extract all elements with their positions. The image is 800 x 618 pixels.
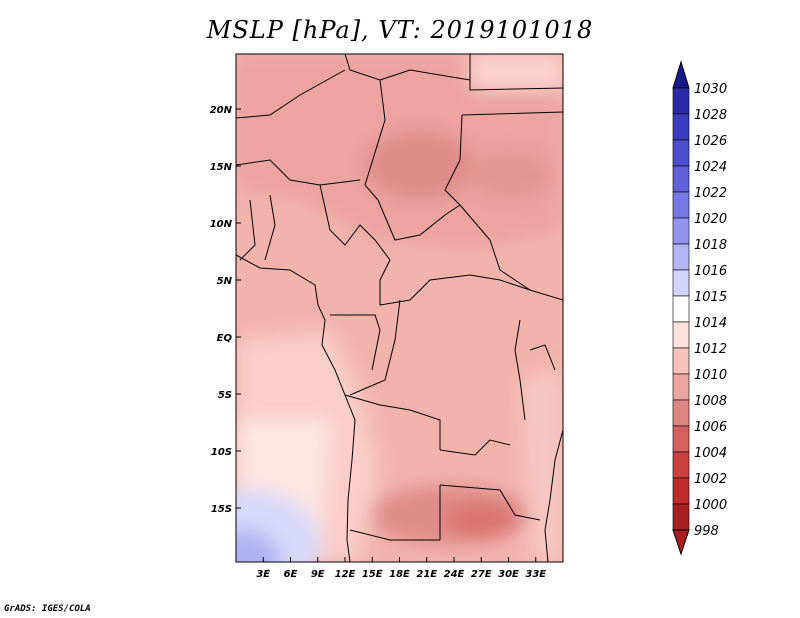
border-kenya [529,344,556,371]
y-tick-label: EQ [217,333,233,344]
credit-text: GrADS: IGES/COLA [4,604,91,614]
y-tick-label: 15S [211,504,232,515]
field-chad-low [365,130,475,200]
border-niger-chad [364,79,386,201]
field-high-core [236,530,280,562]
x-tick-label: 27E [471,569,492,580]
colorbar-label: 1030 [694,82,727,97]
x-tick-label: 15E [362,569,383,580]
border-zambia-drc [439,439,511,456]
colorbar-label: 1016 [694,264,727,279]
y-tick-label: 20N [210,105,233,116]
country-borders [236,54,563,541]
x-tick-label: 12E [335,569,356,580]
colorbar-swatch [672,477,690,505]
border-niger-south [236,159,361,186]
border-drc-east [514,319,526,421]
x-tick-label: 9E [311,569,325,580]
y-tick-label: 10N [210,219,233,230]
border-zambia-zimbabwe [439,484,541,521]
x-axis-ticks: 3E 6E 9E 12E 15E 18E 21E 24E 27E 30E 33E [256,557,546,580]
border-sudan-west [444,114,501,271]
field-sudan-low [465,150,555,200]
colorbar-label: 1028 [694,108,727,123]
x-tick-label: 33E [525,569,546,580]
colorbar-swatch [672,217,690,245]
colorbar-swatch [672,113,690,141]
colorbar-label: 1010 [694,368,727,383]
colorbar-bottom-arrow [672,529,690,556]
colorbar-swatch [672,373,690,401]
colorbar: 1030 1028 1026 1024 1022 1020 1018 1016 1015 1014… [672,60,727,556]
y-tick-label: 5S [218,390,232,401]
x-tick-label: 18E [389,569,410,580]
colorbar-label: 1018 [694,238,727,253]
colorbar-swatch [672,191,690,219]
colorbar-label: 998 [694,524,719,539]
border-nigeria-cameroon [319,184,391,261]
map-title: MSLP [hPa], VT: 2019101018 [206,16,594,44]
y-tick-label: 10S [211,447,232,458]
border-namibia [349,529,440,541]
colorbar-label: 1020 [694,212,727,227]
border-ghana [239,199,256,261]
field-east-coast [520,370,563,562]
y-tick-label: 5N [217,276,233,287]
border-sudan-north [461,111,563,116]
colorbar-swatch [672,503,690,531]
colorbar-swatch [672,87,690,115]
colorbar-label: 1024 [694,160,727,175]
y-tick-label: 15N [210,162,233,173]
colorbar-label: 1000 [694,498,727,513]
border-egypt [469,54,563,91]
colorbar-label: 1026 [694,134,727,149]
coastline-east [544,429,563,562]
colorbar-label: 1002 [694,472,727,487]
x-tick-label: 24E [444,569,465,580]
border-car-drc [379,259,531,306]
colorbar-label: 1004 [694,446,727,461]
colorbar-label: 1008 [694,394,727,409]
colorbar-swatch [672,451,690,479]
colorbar-label: 1022 [694,186,727,201]
field-egypt [470,54,563,90]
colorbar-top-arrow [672,60,690,89]
colorbar-swatch [672,347,690,375]
x-tick-label: 30E [498,569,519,580]
border-mali-algeria [236,69,346,119]
border-congo-drc [349,299,401,396]
border-chad-car [377,199,461,241]
field-south-low-core [445,502,515,538]
colorbar-swatch [672,269,690,297]
border-angola-drc [344,394,441,450]
x-tick-label: 21E [416,569,437,580]
x-tick-label: 6E [284,569,298,580]
colorbar-label: 1012 [694,342,727,357]
colorbar-swatch [672,165,690,193]
pressure-field [236,54,563,562]
border-benin [264,194,276,261]
colorbar-swatch [672,295,690,323]
border-south-sudan [499,269,563,301]
colorbar-swatch [672,399,690,427]
coastline-west [236,254,356,562]
border-gabon-congo [330,314,381,371]
colorbar-swatch [672,243,690,271]
x-tick-label: 3E [256,569,270,580]
y-axis-ticks: 20N 15N 10N 5N EQ 5S 10S 15S [210,105,241,515]
colorbar-swatch [672,321,690,349]
colorbar-label: 1015 [694,290,727,305]
colorbar-label: 1006 [694,420,727,435]
colorbar-swatch [672,425,690,453]
colorbar-label: 1014 [694,316,727,331]
colorbar-swatch [672,139,690,167]
